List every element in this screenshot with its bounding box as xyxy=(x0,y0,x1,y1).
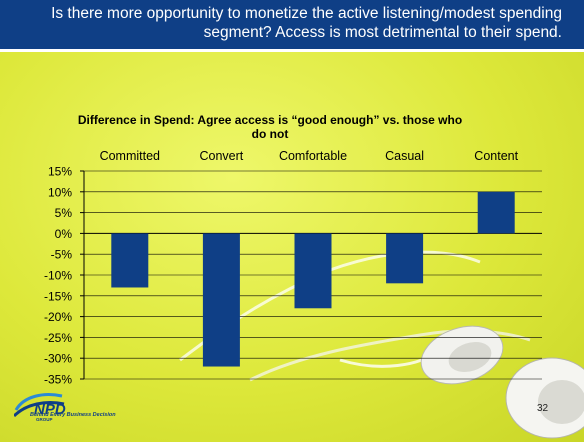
y-tick-label: -30% xyxy=(44,352,72,366)
chart-title: Difference in Spend: Agree access is “go… xyxy=(77,113,463,141)
logo-text: NPD xyxy=(34,401,66,418)
bar-content xyxy=(477,191,515,234)
y-tick-label: 5% xyxy=(55,206,73,220)
bar-committed xyxy=(111,233,149,288)
y-tick-label: -15% xyxy=(44,289,72,303)
category-label: Committed xyxy=(100,149,160,163)
logo-tagline: Behind Every Business Decision xyxy=(30,412,116,418)
y-tick-label: -25% xyxy=(44,331,72,345)
y-tick-label: 0% xyxy=(55,227,73,241)
category-label: Comfortable xyxy=(279,149,347,163)
y-tick-label: 15% xyxy=(48,165,72,179)
header-bar: Is there more opportunity to monetize th… xyxy=(0,0,584,52)
y-tick-label: -5% xyxy=(51,248,73,262)
y-tick-label: -20% xyxy=(44,310,72,324)
slide-title: Is there more opportunity to monetize th… xyxy=(51,5,562,41)
y-tick-label: -10% xyxy=(44,269,72,283)
page-number: 32 xyxy=(537,403,549,414)
logo-subtext: GROUP xyxy=(36,417,53,422)
y-tick-label: 10% xyxy=(48,185,72,199)
bar-comfortable xyxy=(294,233,332,309)
npd-logo: NPD GROUP xyxy=(14,393,66,422)
category-label: Convert xyxy=(200,149,244,163)
bar-convert xyxy=(202,233,240,367)
category-label: Content xyxy=(474,149,518,163)
bar-casual xyxy=(386,233,424,284)
y-tick-label: -35% xyxy=(44,373,72,387)
category-label: Casual xyxy=(385,149,424,163)
